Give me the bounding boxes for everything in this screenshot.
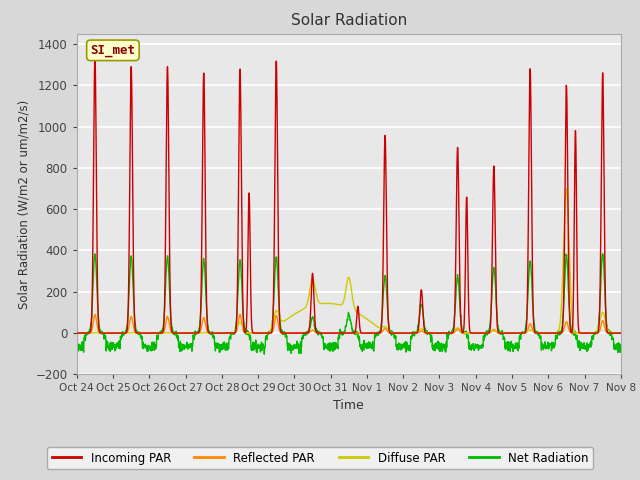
Reflected PAR xyxy=(91,312,99,317)
Incoming PAR xyxy=(225,330,232,336)
Reflected PAR xyxy=(365,330,372,336)
Incoming PAR xyxy=(570,307,577,313)
Net Radiation xyxy=(569,330,577,336)
Diffuse PAR xyxy=(617,330,625,336)
Reflected PAR xyxy=(584,330,592,336)
Net Radiation xyxy=(225,346,232,351)
Reflected PAR xyxy=(345,330,353,336)
Title: Solar Radiation: Solar Radiation xyxy=(291,13,407,28)
Line: Diffuse PAR: Diffuse PAR xyxy=(77,189,621,333)
Net Radiation xyxy=(599,251,607,257)
Reflected PAR xyxy=(570,330,577,336)
Reflected PAR xyxy=(617,330,625,336)
Net Radiation xyxy=(507,341,515,347)
X-axis label: Time: Time xyxy=(333,399,364,412)
Incoming PAR xyxy=(377,329,385,335)
Net Radiation xyxy=(376,328,384,334)
Incoming PAR xyxy=(584,330,592,336)
Diffuse PAR xyxy=(584,330,592,336)
Incoming PAR xyxy=(365,330,372,336)
Legend: Incoming PAR, Reflected PAR, Diffuse PAR, Net Radiation: Incoming PAR, Reflected PAR, Diffuse PAR… xyxy=(47,447,593,469)
Diffuse PAR xyxy=(569,322,577,327)
Incoming PAR xyxy=(91,53,99,59)
Text: SI_met: SI_met xyxy=(90,44,136,57)
Reflected PAR xyxy=(508,330,515,336)
Line: Incoming PAR: Incoming PAR xyxy=(77,56,621,333)
Incoming PAR xyxy=(508,330,515,336)
Incoming PAR xyxy=(73,330,81,336)
Reflected PAR xyxy=(73,330,81,336)
Reflected PAR xyxy=(377,330,385,336)
Net Radiation xyxy=(365,339,372,345)
Diffuse PAR xyxy=(225,330,232,336)
Diffuse PAR xyxy=(563,186,570,192)
Reflected PAR xyxy=(225,330,232,336)
Net Radiation xyxy=(73,339,81,345)
Diffuse PAR xyxy=(73,330,81,336)
Incoming PAR xyxy=(617,330,625,336)
Net Radiation xyxy=(584,347,592,353)
Y-axis label: Solar Radiation (W/m2 or um/m2/s): Solar Radiation (W/m2 or um/m2/s) xyxy=(17,99,30,309)
Diffuse PAR xyxy=(365,317,372,323)
Line: Net Radiation: Net Radiation xyxy=(77,254,621,354)
Net Radiation xyxy=(617,346,625,352)
Diffuse PAR xyxy=(376,325,384,331)
Incoming PAR xyxy=(334,330,342,336)
Net Radiation xyxy=(260,351,268,357)
Diffuse PAR xyxy=(507,330,515,336)
Line: Reflected PAR: Reflected PAR xyxy=(77,314,621,333)
